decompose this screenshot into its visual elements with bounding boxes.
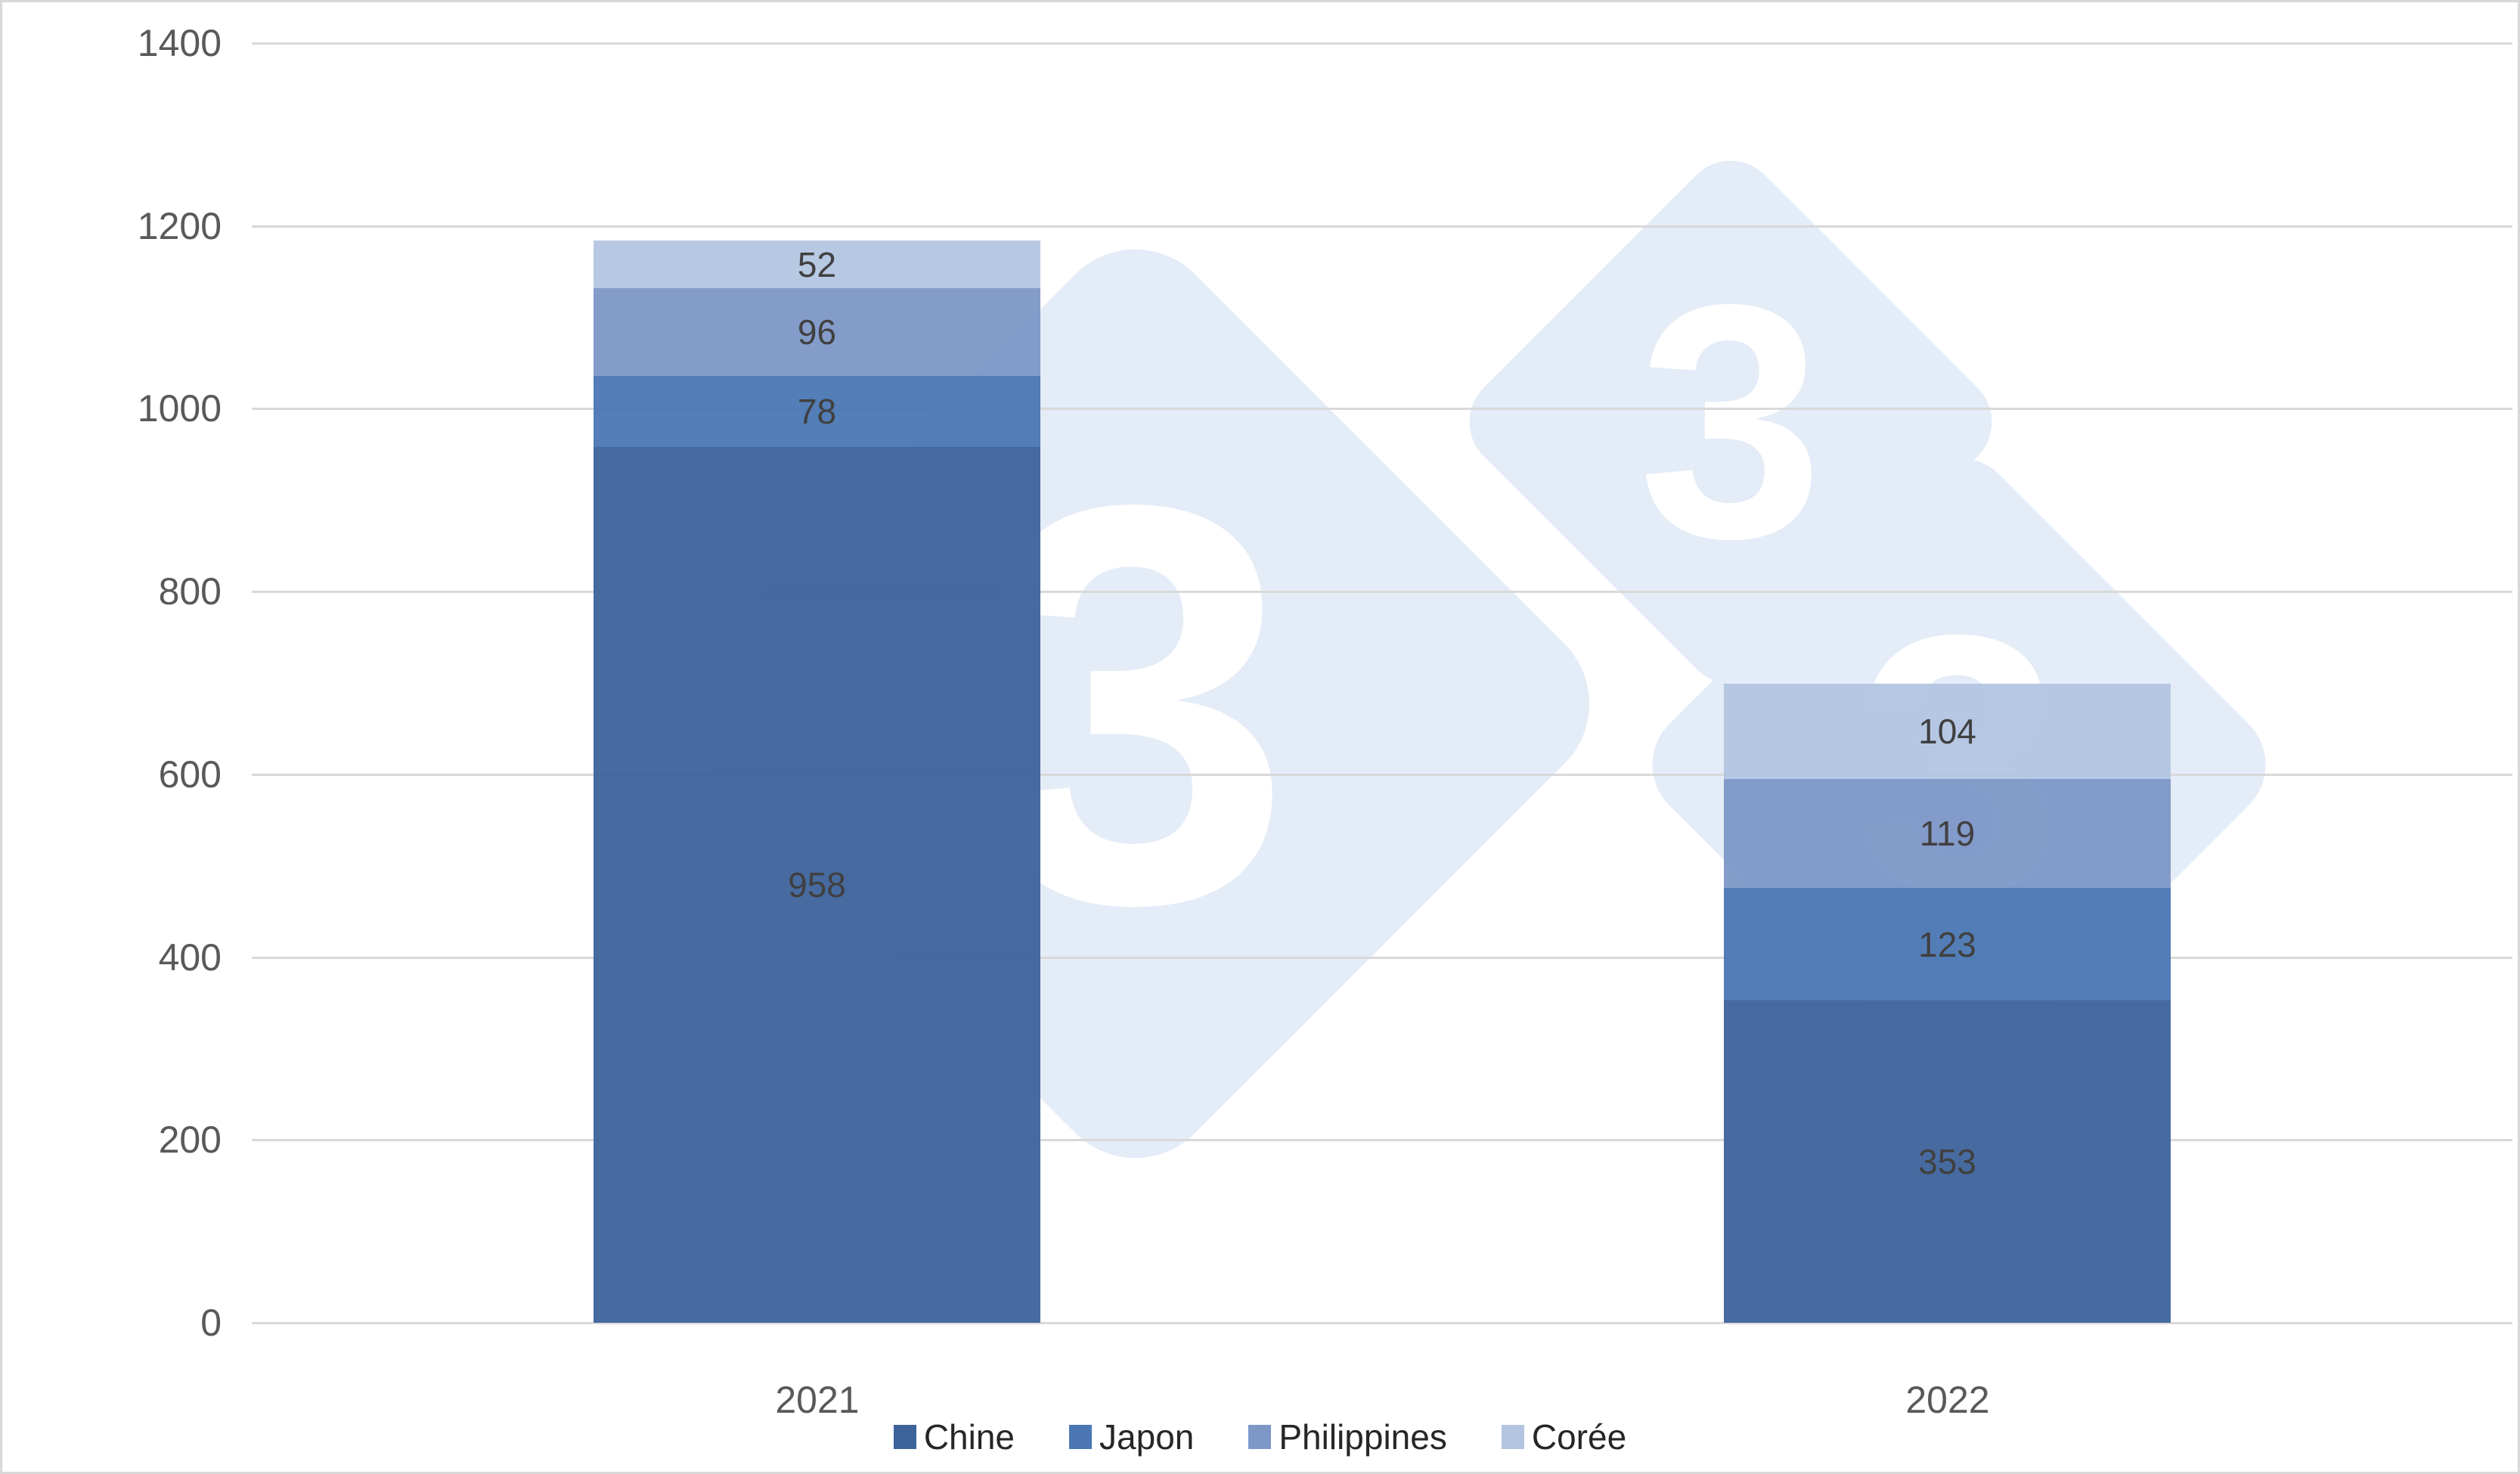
- legend-swatch-corée: [1501, 1425, 1524, 1449]
- bar-segment-japon-2022: 123: [1724, 888, 2171, 1001]
- bar-value-label: 104: [1918, 712, 1976, 751]
- bar-segment-philippines-2022: 119: [1724, 779, 2171, 888]
- y-axis-tick-label: 0: [200, 1302, 222, 1344]
- bar-segment-corée-2021: 52: [594, 240, 1040, 288]
- gridline: [252, 956, 2512, 959]
- x-axis-label-2022: 2022: [1905, 1379, 1990, 1421]
- bar-segment-japon-2021: 78: [594, 376, 1040, 447]
- bar-segment-chine-2022: 353: [1724, 1000, 2171, 1323]
- gridline: [252, 1139, 2512, 1142]
- gridline: [252, 42, 2512, 45]
- bar-value-label: 52: [797, 244, 837, 284]
- y-axis-tick-label: 800: [158, 570, 222, 613]
- legend-swatch-chine: [893, 1425, 916, 1449]
- legend: Chine Japon Philippines Corée: [2, 1417, 2518, 1457]
- gridline: [252, 225, 2512, 228]
- gridline: [252, 591, 2512, 594]
- bar-value-label: 119: [1919, 814, 1976, 853]
- bar-segment-corée-2022: 104: [1724, 684, 2171, 779]
- bar-value-label: 78: [797, 392, 837, 431]
- bar-value-label: 123: [1918, 924, 1976, 964]
- y-axis-tick-label: 1200: [137, 204, 222, 247]
- bar-segment-philippines-2021: 96: [594, 288, 1040, 376]
- gridline: [252, 773, 2512, 776]
- watermark-3-glyph: 3: [1638, 236, 1824, 607]
- bar-value-label: 353: [1918, 1141, 1976, 1181]
- legend-swatch-philippines: [1248, 1425, 1272, 1449]
- legend-item-japon: Japon: [1069, 1417, 1194, 1457]
- legend-item-philippines: Philippines: [1248, 1417, 1447, 1457]
- x-axis-label-2021: 2021: [775, 1379, 860, 1421]
- legend-swatch-japon: [1069, 1425, 1093, 1449]
- gridline: [252, 408, 2512, 411]
- y-axis-tick-label: 400: [158, 936, 222, 979]
- y-axis-tick-label: 1400: [137, 22, 222, 64]
- legend-item-chine: Chine: [893, 1417, 1015, 1457]
- legend-label: Japon: [1099, 1417, 1195, 1457]
- y-axis-tick-label: 1000: [137, 387, 222, 430]
- legend-label: Corée: [1531, 1417, 1627, 1457]
- legend-label: Philippines: [1279, 1417, 1447, 1457]
- y-axis-tick-label: 200: [158, 1119, 222, 1162]
- legend-label: Chine: [923, 1417, 1015, 1457]
- y-axis-tick-label: 600: [158, 753, 222, 796]
- bar-value-label: 96: [797, 312, 837, 352]
- legend-item-corée: Corée: [1501, 1417, 1627, 1457]
- bar-value-label: 958: [788, 865, 846, 905]
- bar-segment-chine-2021: 958: [594, 447, 1040, 1323]
- gridline: [252, 1322, 2512, 1324]
